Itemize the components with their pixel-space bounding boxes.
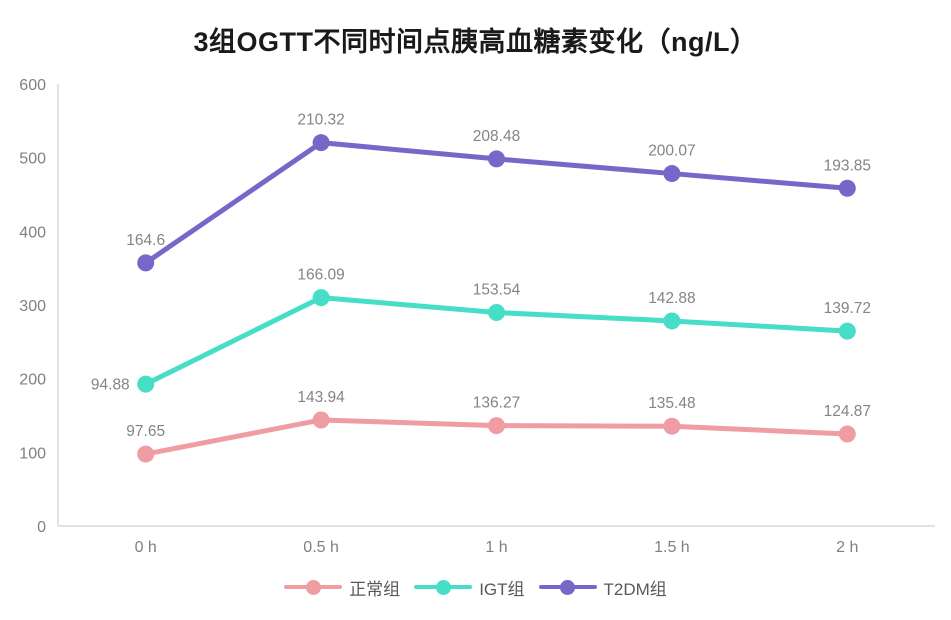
data-label: 143.94 <box>297 389 345 406</box>
series-marker-T2DM组 <box>137 254 155 272</box>
y-tick-label: 600 <box>19 77 46 94</box>
series-marker-正常组 <box>137 445 155 463</box>
legend-item-T2DM组: T2DM组 <box>538 575 667 600</box>
series-marker-IGT组 <box>137 375 155 393</box>
series-marker-正常组 <box>488 417 505 435</box>
y-tick-label: 300 <box>19 298 46 315</box>
data-label: 97.65 <box>126 423 165 440</box>
x-tick-label: 0.5 h <box>303 539 339 556</box>
data-label: 164.6 <box>126 232 165 249</box>
series-marker-T2DM组 <box>312 134 330 152</box>
chart-legend: 正常组 IGT组 T2DM组 <box>0 571 951 603</box>
series-marker-T2DM组 <box>663 165 681 183</box>
series-marker-IGT组 <box>312 289 330 307</box>
legend-marker-icon <box>414 579 473 595</box>
chart-title: 3组OGTT不同时间点胰高血糖素变化（ng/L） <box>193 27 758 57</box>
y-tick-label: 100 <box>19 445 46 462</box>
series-marker-IGT组 <box>663 312 681 330</box>
legend-label: T2DM组 <box>603 579 667 599</box>
data-label: 94.88 <box>91 377 130 394</box>
x-tick-label: 1.5 h <box>654 539 690 556</box>
legend-marker-icon <box>284 579 343 595</box>
data-label: 166.09 <box>297 267 344 284</box>
x-tick-label: 2 h <box>836 539 858 556</box>
x-tick-label: 1 h <box>485 539 507 556</box>
data-label: 139.72 <box>824 300 871 317</box>
series-marker-正常组 <box>838 425 856 443</box>
y-tick-label: 0 <box>37 519 46 536</box>
data-label: 208.48 <box>473 128 520 145</box>
y-tick-label: 200 <box>19 372 46 389</box>
series-marker-T2DM组 <box>838 179 856 197</box>
data-label: 200.07 <box>648 143 695 160</box>
stacked-line-chart: 0 100 200 300 400 500 600 0 h 0.5 h 1 h 1.5 h 2 h 97… <box>19 77 935 556</box>
legend-label: 正常组 <box>349 579 401 599</box>
legend-label: IGT组 <box>479 579 525 599</box>
series-marker-IGT组 <box>838 322 856 340</box>
y-tick-label: 400 <box>19 224 46 241</box>
series-marker-正常组 <box>663 417 681 435</box>
series-marker-正常组 <box>312 411 330 429</box>
data-label: 136.27 <box>473 395 520 412</box>
data-label: 142.88 <box>648 290 695 307</box>
data-label: 153.54 <box>473 282 521 299</box>
series-marker-T2DM组 <box>488 150 505 168</box>
legend-item-IGT组: IGT组 <box>414 575 525 600</box>
legend-item-正常组: 正常组 <box>284 575 400 600</box>
x-tick-label: 0 h <box>135 539 157 556</box>
legend-marker-icon <box>538 579 597 595</box>
data-label: 124.87 <box>824 403 871 420</box>
series-marker-IGT组 <box>488 304 505 322</box>
y-tick-label: 500 <box>19 151 46 168</box>
data-label: 193.85 <box>824 157 871 174</box>
data-label: 210.32 <box>297 112 344 129</box>
data-label: 135.48 <box>648 395 695 412</box>
